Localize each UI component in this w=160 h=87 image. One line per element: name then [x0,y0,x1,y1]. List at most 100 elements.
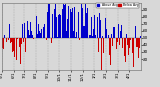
Bar [46,38,47,40]
Bar [87,8,88,38]
Bar [30,22,31,38]
Bar [10,38,11,43]
Bar [43,27,44,38]
Bar [137,38,138,47]
Bar [122,38,123,48]
Bar [131,38,132,58]
Bar [14,38,15,57]
Bar [63,4,64,38]
Bar [38,24,39,38]
Bar [135,25,136,38]
Bar [81,4,82,38]
Bar [78,12,79,38]
Bar [133,38,134,67]
Bar [134,38,135,56]
Bar [74,7,75,38]
Bar [103,38,104,54]
Bar [88,34,89,38]
Bar [57,37,58,38]
Bar [86,13,87,38]
Bar [76,32,77,38]
Bar [59,14,60,38]
Bar [132,38,133,53]
Bar [22,24,23,38]
Bar [28,30,29,38]
Bar [117,38,118,42]
Bar [16,38,17,60]
Bar [128,38,129,55]
Bar [44,24,45,38]
Bar [6,38,7,42]
Bar [84,26,85,38]
Bar [91,17,92,38]
Bar [23,38,24,50]
Bar [17,38,18,39]
Bar [11,38,12,42]
Bar [118,24,119,38]
Bar [24,23,25,38]
Bar [120,31,121,38]
Bar [77,36,78,38]
Bar [33,38,34,39]
Bar [19,38,20,47]
Bar [21,38,22,44]
Bar [3,38,4,49]
Bar [7,38,8,69]
Bar [100,20,101,38]
Bar [62,9,63,38]
Bar [4,35,5,38]
Bar [105,18,106,38]
Bar [73,31,74,38]
Bar [26,25,27,38]
Bar [41,29,42,38]
Bar [67,19,68,38]
Bar [79,38,80,40]
Bar [95,35,96,38]
Bar [72,12,73,38]
Bar [123,38,124,46]
Bar [139,25,140,38]
Bar [60,15,61,38]
Bar [114,27,115,38]
Bar [94,15,95,38]
Bar [54,9,55,38]
Bar [126,34,127,38]
Bar [111,34,112,38]
Bar [75,37,76,38]
Bar [124,38,125,56]
Bar [20,38,21,64]
Bar [112,38,113,46]
Bar [113,27,114,38]
Bar [136,38,137,47]
Bar [110,38,111,65]
Bar [116,38,117,49]
Bar [15,38,16,59]
Bar [80,13,81,38]
Bar [102,36,103,38]
Bar [97,17,98,38]
Bar [13,38,14,51]
Bar [121,25,122,38]
Bar [9,24,10,38]
Bar [66,31,67,38]
Bar [129,38,130,48]
Legend: Above Avg, Below Avg: Above Avg, Below Avg [96,3,139,8]
Bar [98,38,99,52]
Bar [71,12,72,38]
Bar [130,38,131,40]
Bar [8,38,9,40]
Bar [32,35,33,38]
Bar [115,29,116,38]
Bar [52,14,53,38]
Bar [119,38,120,45]
Bar [127,38,128,45]
Bar [107,38,108,44]
Bar [68,7,69,38]
Bar [85,4,86,38]
Bar [36,16,37,38]
Bar [108,35,109,38]
Bar [83,26,84,38]
Bar [138,38,139,58]
Bar [92,36,93,38]
Bar [25,38,26,52]
